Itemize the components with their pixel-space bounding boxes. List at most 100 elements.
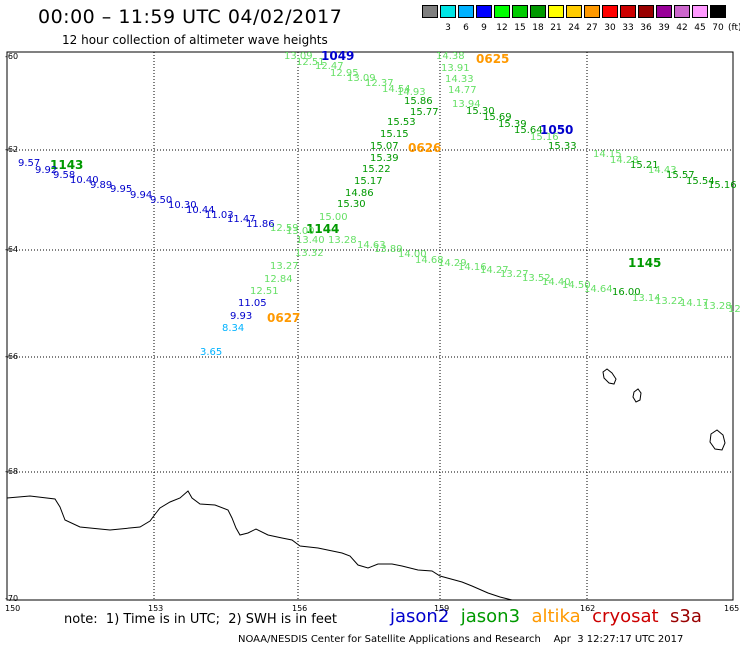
- wave-height-value: 14.43: [648, 165, 677, 176]
- wave-height-value: 14.86: [345, 188, 374, 199]
- wave-height-value: 13.27: [500, 269, 529, 280]
- wave-height-value: 15.77: [410, 107, 439, 118]
- wave-height-value: 13.09: [347, 73, 376, 84]
- wave-height-value: 3.65: [200, 347, 222, 358]
- wave-height-value: 15.33: [548, 141, 577, 152]
- wave-height-value: 13.40: [296, 235, 325, 246]
- color-scale-swatch: [530, 5, 546, 18]
- color-scale-label: 21: [550, 23, 562, 33]
- wave-height-value: 9.58: [53, 170, 75, 181]
- wave-height-value: 15.57: [666, 170, 695, 181]
- wave-height-value: 13.94: [452, 99, 481, 110]
- color-scale-label: 42: [676, 23, 688, 33]
- wave-height-value: 15.07: [370, 141, 399, 152]
- map-frame: [6, 51, 734, 601]
- wave-height-value: 14.38: [436, 51, 465, 62]
- wave-height-value: 15.21: [630, 160, 659, 171]
- wave-height-value: 15.00: [319, 212, 348, 223]
- track-label: 0627: [267, 311, 300, 325]
- wave-height-value: 14.64: [584, 284, 613, 295]
- wave-height-value: 11.47: [227, 214, 256, 225]
- wave-height-value: 12.51: [250, 286, 279, 297]
- wave-height-value: 12: [728, 304, 740, 315]
- latitude-label: -66: [5, 352, 19, 361]
- island-2: [632, 388, 642, 403]
- wave-height-value: 14.00: [398, 249, 427, 260]
- color-scale-swatch: [458, 5, 474, 18]
- latitude-label: -70: [5, 594, 19, 603]
- longitude-label: 162: [580, 604, 596, 613]
- color-scale-swatch: [692, 5, 708, 18]
- color-scale-label: 45: [694, 23, 706, 33]
- satellite-legend-cryosat: cryosat: [592, 606, 671, 627]
- color-scale-label: 15: [514, 23, 526, 33]
- color-scale-swatch: [422, 5, 438, 18]
- latitude-label: -64: [5, 245, 19, 254]
- color-scale-swatch: [566, 5, 582, 18]
- color-scale-swatch: [494, 5, 510, 18]
- wave-height-value: 14.54: [382, 84, 411, 95]
- wave-height-value: 16.00: [612, 287, 641, 298]
- wave-height-value: 14.33: [445, 74, 474, 85]
- wave-height-value: 9.92: [35, 165, 57, 176]
- antarctic-coastline: [6, 490, 513, 601]
- wave-height-value: 15.15: [380, 129, 409, 140]
- wave-height-value: 15.16: [708, 180, 737, 191]
- wave-height-value: 9.94: [130, 190, 152, 201]
- wave-height-value: 13.09: [284, 51, 313, 62]
- wave-height-value: 8.34: [222, 323, 244, 334]
- wave-height-value: 14.68: [415, 255, 444, 266]
- color-scale-label: 3: [445, 23, 451, 33]
- footer-credit: NOAA/NESDIS Center for Satellite Applica…: [238, 634, 684, 645]
- wave-height-value: 15.30: [337, 199, 366, 210]
- wave-height-value: 14.77: [448, 85, 477, 96]
- color-scale-unit: (ft): [728, 23, 740, 33]
- track-label: 1049: [321, 49, 354, 63]
- wave-height-value: 13.22: [655, 296, 684, 307]
- wave-height-value: 15.17: [354, 176, 383, 187]
- wave-height-value: 15.16: [530, 132, 559, 143]
- wave-height-value: 12.51: [296, 57, 325, 68]
- longitude-label: 159: [434, 604, 450, 613]
- color-scale-label: 39: [658, 23, 670, 33]
- satellite-legend-jason2: jason2: [390, 606, 461, 627]
- color-scale-label: 70: [712, 23, 724, 33]
- track-label: 1145: [628, 256, 661, 270]
- wave-height-value: 12.59: [270, 223, 299, 234]
- wave-height-value: 15.86: [404, 96, 433, 107]
- satellite-legend: jason2 jason3 altika cryosat s3a: [390, 606, 702, 627]
- latitude-label: -60: [5, 52, 19, 61]
- wave-height-value: 15.53: [387, 117, 416, 128]
- color-scale-swatch: [674, 5, 690, 18]
- color-scale-label: 30: [604, 23, 616, 33]
- wave-height-value: 13.28: [703, 301, 732, 312]
- color-scale-swatch: [656, 5, 672, 18]
- color-scale-label: 12: [496, 23, 508, 33]
- wave-height-value: 14.28: [610, 155, 639, 166]
- track-label: 1144: [306, 222, 339, 236]
- island-1: [602, 368, 617, 385]
- wave-height-value: 9.50: [150, 195, 172, 206]
- wave-height-value: 15.54: [686, 176, 715, 187]
- color-scale-swatch: [584, 5, 600, 18]
- footer-note: note: 1) Time is in UTC; 2) SWH is in fe…: [64, 612, 337, 627]
- latitude-label: -68: [5, 467, 19, 476]
- wave-height-value: 12.95: [330, 68, 359, 79]
- track-label: 0625: [476, 52, 509, 66]
- color-scale-label: 36: [640, 23, 652, 33]
- wave-height-value: 14.15: [593, 149, 622, 160]
- wave-height-value: 13.32: [295, 248, 324, 259]
- color-scale-swatch: [710, 5, 726, 18]
- wave-height-value: 14.40: [542, 277, 571, 288]
- wave-height-value: 10.30: [168, 200, 197, 211]
- wave-height-value: 13.14: [632, 293, 661, 304]
- color-scale-label: 27: [586, 23, 598, 33]
- track-labels: 1049 0625 1050 0626 1143 1144 1145 0627: [50, 49, 661, 325]
- wave-height-value: 13.91: [441, 63, 470, 74]
- wave-height-value: 14.16: [458, 262, 487, 273]
- wave-height-value: 9.93: [230, 311, 252, 322]
- wave-height-value: 11.05: [238, 298, 267, 309]
- wave-height-value: 13.52: [522, 273, 551, 284]
- island-3: [709, 429, 726, 451]
